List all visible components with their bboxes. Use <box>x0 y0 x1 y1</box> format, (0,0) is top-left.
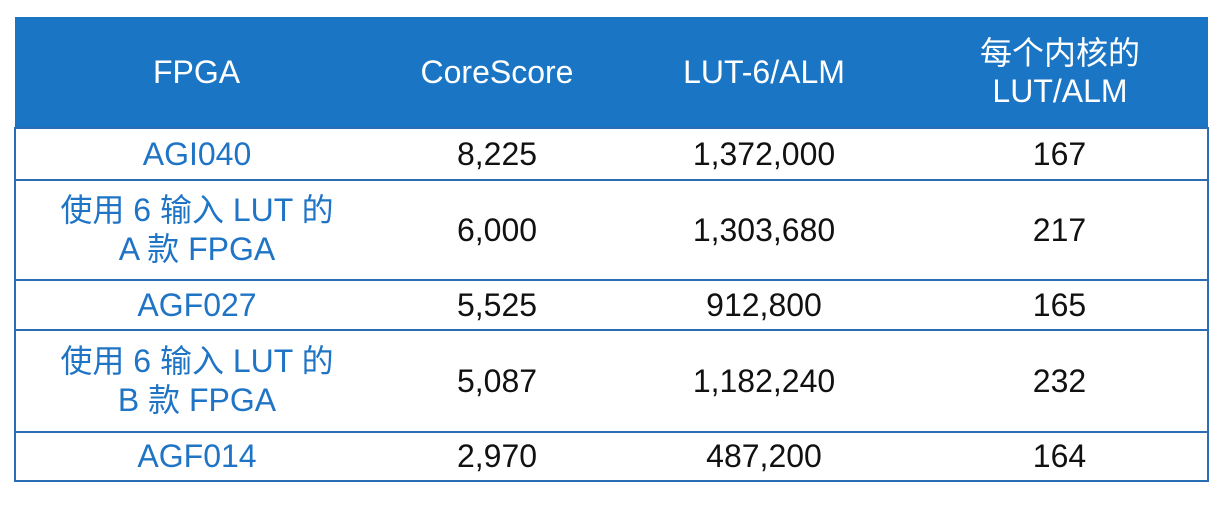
corescore-cell: 5,087 <box>378 329 616 432</box>
fpga-name-cell: 使用 6 输入 LUT 的 B 款 FPGA <box>15 329 378 432</box>
fpga-name-line: 使用 6 输入 LUT 的 <box>60 343 334 379</box>
table-row: AGF027 5,525 912,800 165 <box>15 279 1208 330</box>
fpga-name-cell: AGI040 <box>15 127 378 180</box>
fpga-name-line: AGF014 <box>137 438 257 474</box>
lut-alm-cell: 1,182,240 <box>616 329 912 432</box>
header-corescore: CoreScore <box>378 17 616 128</box>
fpga-name-line: AGI040 <box>142 135 252 172</box>
per-core-cell: 165 <box>912 279 1208 330</box>
header-per-core-line-1: 每个内核的 <box>979 35 1140 71</box>
lut-alm-cell: 1,372,000 <box>616 127 912 180</box>
fpga-name-line: AGF027 <box>137 286 257 323</box>
corescore-cell: 6,000 <box>378 179 616 280</box>
fpga-name-cell: AGF014 <box>15 431 378 481</box>
corescore-cell: 8,225 <box>378 127 616 180</box>
fpga-name-cell: 使用 6 输入 LUT 的 A 款 FPGA <box>15 179 378 280</box>
per-core-cell: 232 <box>912 329 1208 432</box>
header-per-core-line-2: LUT/ALM <box>992 73 1128 109</box>
fpga-name-cell: AGF027 <box>15 279 378 330</box>
table-row: AGI040 8,225 1,372,000 167 <box>15 127 1208 180</box>
corescore-cell: 2,970 <box>378 431 616 481</box>
header-lut-alm: LUT-6/ALM <box>616 17 912 128</box>
header-row: FPGA CoreScore LUT-6/ALM 每个内核的 LUT/ALM <box>15 17 1208 128</box>
fpga-name-line: B 款 FPGA <box>117 382 277 418</box>
lut-alm-cell: 912,800 <box>616 279 912 330</box>
corescore-cell: 5,525 <box>378 279 616 330</box>
table-row: AGF014 2,970 487,200 164 <box>15 431 1208 481</box>
fpga-name-line: A 款 FPGA <box>118 231 276 267</box>
fpga-comparison-table: FPGA CoreScore LUT-6/ALM 每个内核的 LUT/ALM A… <box>14 17 1209 482</box>
per-core-cell: 217 <box>912 179 1208 280</box>
header-per-core-lut-alm: 每个内核的 LUT/ALM <box>912 17 1208 128</box>
table-row: 使用 6 输入 LUT 的 A 款 FPGA 6,000 1,303,680 2… <box>15 179 1208 280</box>
fpga-name-line: 使用 6 输入 LUT 的 <box>60 192 334 228</box>
per-core-cell: 167 <box>912 127 1208 180</box>
lut-alm-cell: 1,303,680 <box>616 179 912 280</box>
header-fpga: FPGA <box>15 17 378 128</box>
lut-alm-cell: 487,200 <box>616 431 912 481</box>
table-row: 使用 6 输入 LUT 的 B 款 FPGA 5,087 1,182,240 2… <box>15 329 1208 432</box>
per-core-cell: 164 <box>912 431 1208 481</box>
